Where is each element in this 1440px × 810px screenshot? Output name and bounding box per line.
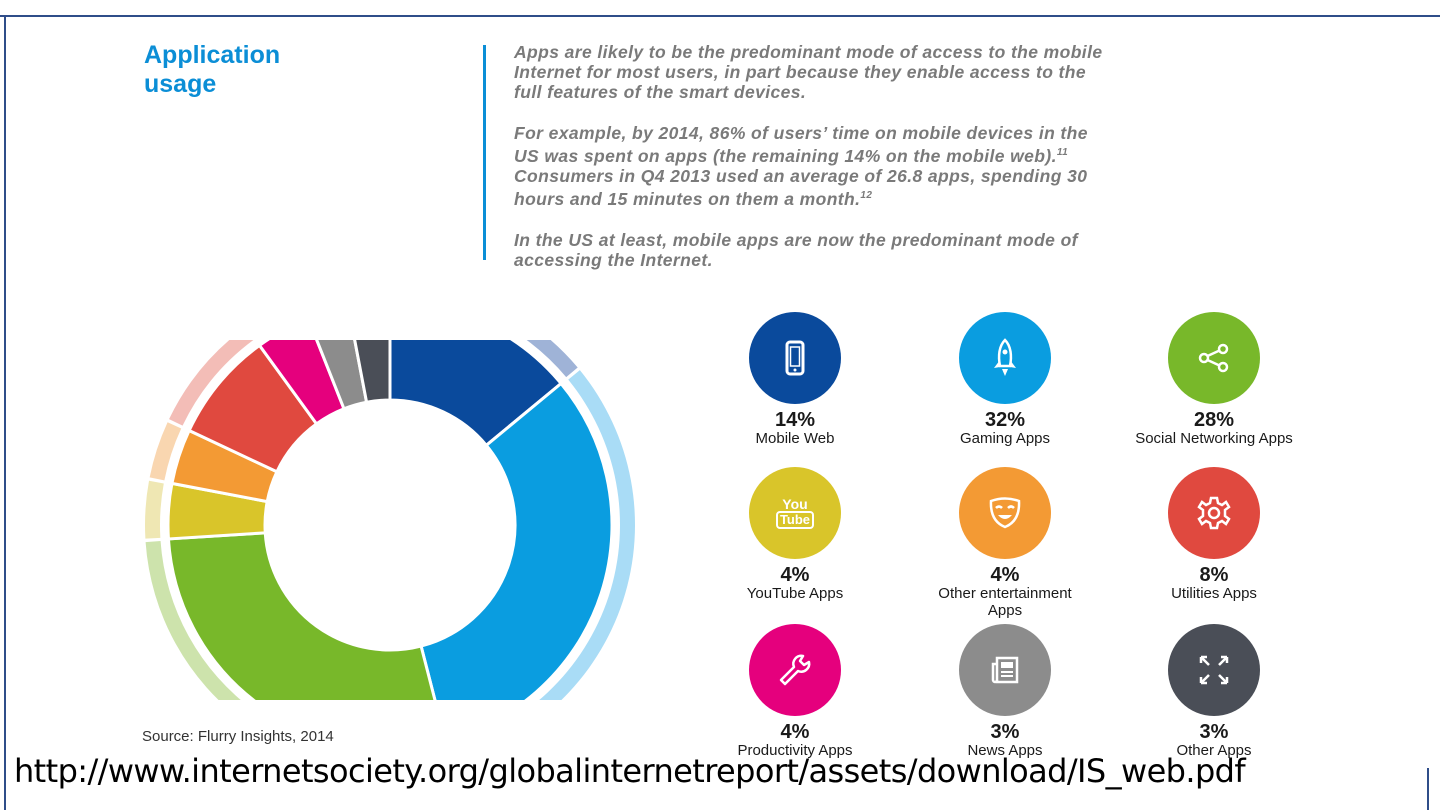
source-note: Source: Flurry Insights, 2014 xyxy=(142,728,334,745)
stat-other-entertainment-apps: 4% Other entertainment Apps xyxy=(900,467,1110,619)
stat-percentage: 4% xyxy=(780,564,810,586)
gear-icon xyxy=(1168,467,1260,559)
stat-label: Social Networking Apps xyxy=(1135,430,1293,447)
stat-label: Utilities Apps xyxy=(1171,585,1257,602)
intro-text: Apps are likely to be the predominant mo… xyxy=(514,42,1304,291)
usage-donut-chart xyxy=(145,340,635,700)
donut-outer-ring-4 xyxy=(145,480,164,539)
stat-label: Mobile Web xyxy=(755,430,835,447)
donut-segment-3 xyxy=(166,531,437,700)
heading-line-1: Application xyxy=(144,41,281,69)
section-heading: Application usage xyxy=(144,41,280,99)
stat-percentage: 4% xyxy=(780,721,810,743)
heading-divider xyxy=(483,45,486,260)
stat-percentage: 3% xyxy=(1199,721,1229,743)
stat-social-networking-apps: 28% Social Networking Apps xyxy=(1109,312,1319,447)
donut-outer-ring-5 xyxy=(149,422,182,481)
donut-outer-ring-3 xyxy=(145,541,241,700)
footnote-ref-11: 11 xyxy=(1056,147,1069,158)
stat-other-apps: 3% Other Apps xyxy=(1109,624,1319,759)
footnote-ref-12: 12 xyxy=(860,189,873,201)
stat-news-apps: 3% News Apps xyxy=(900,624,1110,759)
share-icon xyxy=(1168,312,1260,404)
stat-label: Other Apps xyxy=(1176,742,1252,759)
wrench-icon xyxy=(749,624,841,716)
stat-percentage: 28% xyxy=(1193,409,1235,431)
stat-mobile-web: 14% Mobile Web xyxy=(690,312,900,447)
stat-label: Other entertainment Apps xyxy=(938,585,1072,619)
donut-segment-2 xyxy=(419,381,614,700)
youtube-icon: You Tube xyxy=(749,467,841,559)
stat-productivity-apps: 4% Productivity Apps xyxy=(690,624,900,759)
youtube-icon-text-1: You xyxy=(782,496,808,512)
stat-label: News Apps xyxy=(967,742,1043,759)
paragraph-1: Apps are likely to be the predominant mo… xyxy=(514,42,1103,102)
expand-arrows-icon xyxy=(1168,624,1260,716)
stat-percentage: 8% xyxy=(1199,564,1229,586)
paragraph-2-part-1: For example, by 2014, 86% of users’ time… xyxy=(514,123,1088,166)
stat-utilities-apps: 8% Utilities Apps xyxy=(1109,467,1319,602)
stat-percentage: 3% xyxy=(990,721,1020,743)
paragraph-3: In the US at least, mobile apps are now … xyxy=(514,229,1078,270)
stat-gaming-apps: 32% Gaming Apps xyxy=(900,312,1110,447)
stat-percentage: 4% xyxy=(990,564,1020,586)
donut-outer-ring-1 xyxy=(526,340,578,378)
stat-label: YouTube Apps xyxy=(746,585,844,602)
stat-youtube-apps: You Tube 4% YouTube Apps xyxy=(690,467,900,602)
newspaper-icon xyxy=(959,624,1051,716)
stat-label: Gaming Apps xyxy=(959,430,1051,447)
stat-percentage: 32% xyxy=(984,409,1026,431)
frame-top-border xyxy=(0,15,1440,17)
donut-outer-ring-2 xyxy=(539,370,635,700)
heading-line-2: usage xyxy=(144,70,217,98)
mask-icon xyxy=(959,467,1051,559)
paragraph-2-part-2: Consumers in Q4 2013 used an average of … xyxy=(514,165,1088,209)
stat-percentage: 14% xyxy=(774,409,816,431)
rocket-icon xyxy=(959,312,1051,404)
paragraph-2: For example, by 2014, 86% of users’ time… xyxy=(514,123,1304,209)
source-url: http://www.internetsociety.org/globalint… xyxy=(14,752,1246,790)
frame-corner-border xyxy=(1427,768,1429,810)
frame-left-border xyxy=(4,15,6,810)
mobile-phone-icon xyxy=(749,312,841,404)
donut-outer-ring-6 xyxy=(169,340,254,426)
donut-segment-9 xyxy=(353,340,392,404)
youtube-icon-text-2: Tube xyxy=(775,511,815,529)
stat-label: Productivity Apps xyxy=(737,742,853,759)
